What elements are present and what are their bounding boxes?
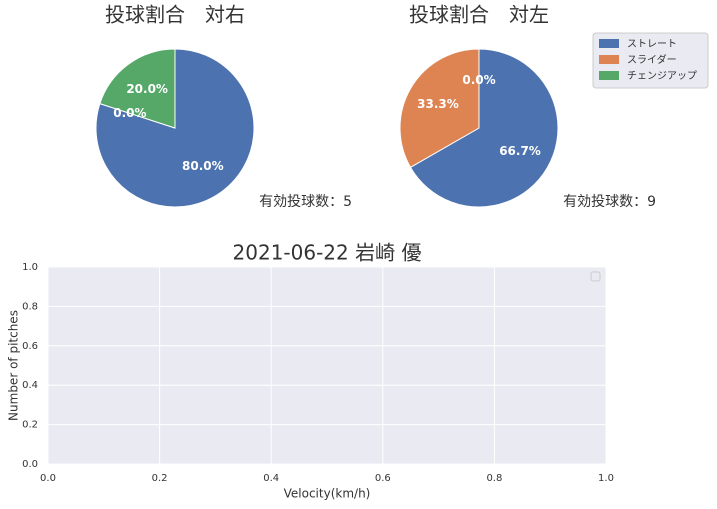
x-tick-label: 0.4 (263, 473, 279, 484)
plot-area (48, 267, 606, 464)
pie-title: 投球割合 対左 (409, 3, 549, 27)
x-tick-label: 0.0 (40, 473, 56, 484)
y-tick-label: 0.0 (22, 459, 38, 470)
legend-swatch (599, 71, 619, 80)
legend-label: チェンジアップ (627, 70, 697, 82)
pie-title: 投球割合 対右 (105, 3, 245, 27)
pie-wedge (409, 48, 559, 208)
y-tick-label: 0.6 (22, 341, 38, 352)
value-label: 20.0% (126, 82, 168, 96)
value-label: 0.0% (113, 106, 146, 120)
legend-label: スライダー (627, 53, 677, 66)
y-tick-label: 0.8 (22, 301, 38, 312)
annotation: 有効投球数：9 (563, 194, 656, 210)
value-label: 0.0% (462, 73, 495, 87)
y-tick-label: 0.2 (22, 420, 38, 431)
legend-box (592, 32, 709, 89)
x-tick-label: 0.2 (152, 473, 168, 484)
legend-box (590, 271, 601, 282)
x-tick-label: 0.8 (486, 473, 502, 484)
y-tick-label: 0.4 (22, 380, 38, 391)
y-tick-label: 1.0 (22, 262, 38, 273)
x-tick-label: 1.0 (598, 473, 614, 484)
value-label: 66.7% (499, 144, 541, 158)
legend-swatch (599, 55, 619, 64)
y-axis-label: Number of pitches (7, 310, 21, 421)
legend-swatch (599, 39, 619, 48)
pie-wedge (399, 48, 480, 169)
legend-label: ストレート (627, 39, 677, 50)
annotation: 有効投球数：5 (259, 194, 352, 210)
pie-wedge (99, 48, 176, 129)
value-label: 80.0% (182, 159, 224, 173)
chart-title: 2021-06-22 岩崎 優 (233, 241, 422, 265)
value-label: 33.3% (417, 97, 459, 111)
x-axis-label: Velocity(km/h) (284, 487, 371, 501)
x-tick-label: 0.6 (375, 473, 391, 484)
